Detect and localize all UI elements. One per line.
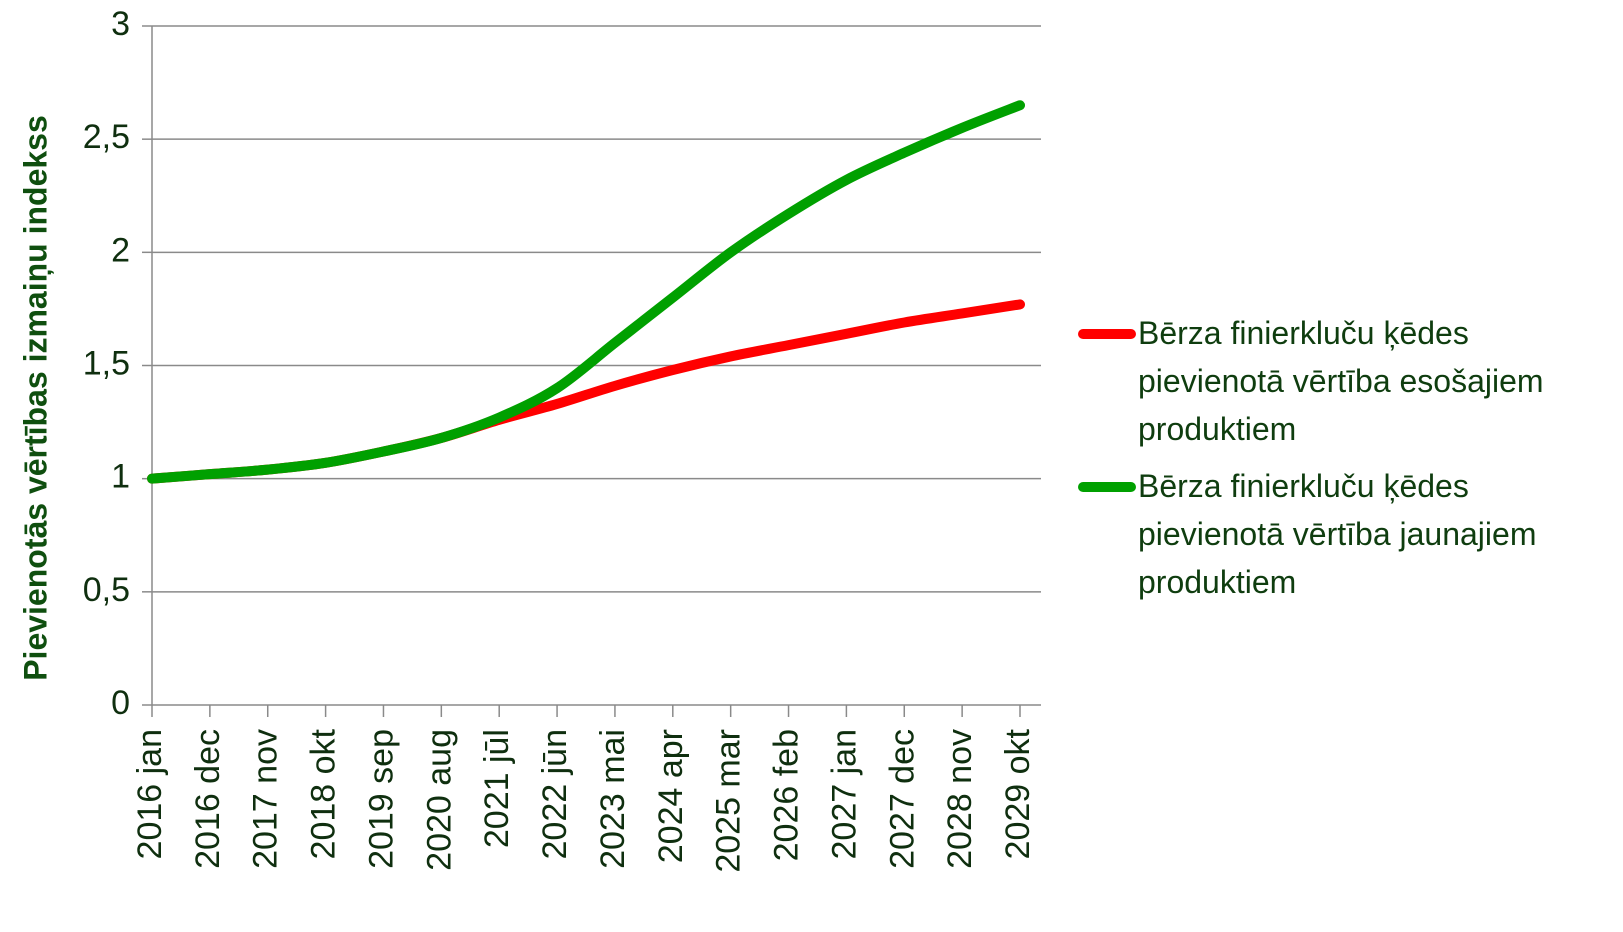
x-tick-label: 2029 okt (999, 728, 1037, 859)
y-tick-label: 2 (111, 231, 130, 269)
legend-item: Bērza finierkluču ķēdes pievienotā vērtī… (1078, 309, 1618, 453)
legend-swatch (1078, 482, 1136, 492)
y-axis-title: Pievienotās vērtības izmaiņu indekss (17, 115, 53, 681)
y-tick-label: 1 (111, 458, 130, 496)
x-tick-label: 2025 mar (710, 729, 748, 873)
x-tick-label: 2026 feb (768, 729, 806, 861)
legend-label: Bērza finierkluču ķēdes pievienotā vērtī… (1138, 315, 1544, 447)
x-tick-label: 2016 jan (131, 729, 169, 859)
line-series (147, 100, 1025, 484)
x-tick-label: 2022 jūn (536, 729, 574, 859)
x-tick-label: 2027 jan (825, 729, 863, 859)
x-tick-label: 2020 aug (420, 729, 458, 871)
legend-label: Bērza finierkluču ķēdes pievienotā vērtī… (1138, 468, 1537, 600)
y-tick-label: 3 (111, 5, 130, 43)
x-tick-label: 2028 nov (941, 729, 979, 869)
x-tick-label: 2027 dec (883, 729, 921, 869)
legend-swatch (1078, 329, 1136, 339)
y-tick-label: 2,5 (83, 118, 130, 156)
x-tick-label: 2019 sep (362, 729, 400, 869)
legend-item: Bērza finierkluču ķēdes pievienotā vērtī… (1078, 462, 1618, 606)
x-tick-label: 2018 okt (305, 728, 343, 859)
x-tick-label: 2023 mai (594, 729, 632, 869)
y-tick-label: 1,5 (83, 344, 130, 382)
x-tick-label: 2016 dec (189, 729, 227, 869)
x-tick-label: 2024 apr (652, 729, 690, 863)
line-series (147, 299, 1025, 484)
x-tick-label: 2021 jūl (478, 729, 516, 848)
y-tick-label: 0 (111, 684, 130, 722)
y-tick-label: 0,5 (83, 571, 130, 609)
x-tick-label: 2017 nov (247, 729, 285, 869)
